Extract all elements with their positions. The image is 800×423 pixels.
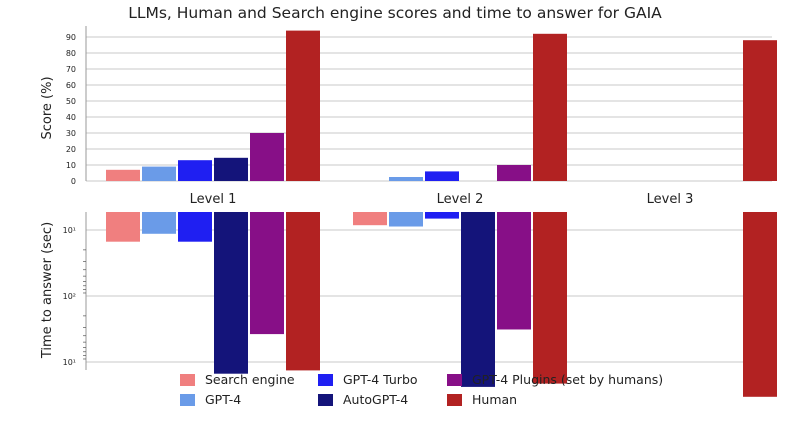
legend: Search engine GPT-4 GPT-4 Turbo AutoGPT-4 GP…	[180, 372, 663, 407]
top-y-tick-label: 50	[66, 97, 76, 106]
time-bar	[250, 212, 284, 335]
score-bar	[743, 40, 777, 182]
time-bar	[497, 212, 531, 330]
time-bars	[106, 212, 777, 397]
bottom-y-axis-label: Time to answer (sec)	[40, 222, 55, 359]
level-label: Level 1	[190, 192, 237, 207]
bottom-y-tick-label: 10²	[63, 292, 76, 301]
time-bar	[353, 212, 387, 226]
chart-title: LLMs, Human and Search engine scores and…	[128, 4, 662, 22]
time-bar	[533, 212, 567, 384]
top-y-tick-label: 70	[66, 65, 76, 74]
score-bar	[389, 177, 423, 181]
legend-swatch	[180, 374, 195, 386]
time-bar	[286, 212, 320, 371]
legend-label: Search engine	[205, 372, 295, 387]
score-bar	[497, 165, 531, 181]
time-bar	[178, 212, 212, 242]
score-bar	[250, 133, 284, 181]
legend-label: GPT-4 Turbo	[343, 372, 418, 387]
top-y-tick-label: 60	[66, 81, 76, 90]
time-bar	[214, 212, 248, 374]
legend-swatch	[447, 394, 462, 406]
legend-label: GPT-4	[205, 392, 241, 407]
legend-swatch	[318, 374, 333, 386]
score-bar	[142, 166, 176, 181]
score-bar	[178, 160, 212, 181]
legend-swatch	[318, 394, 333, 406]
time-bar	[142, 212, 176, 234]
top-y-axis-label: Score (%)	[40, 76, 55, 139]
bottom-y-tick-label: 10¹	[63, 358, 76, 367]
bottom-y-tick-label: 10¹	[63, 226, 76, 235]
legend-label: AutoGPT-4	[343, 392, 408, 407]
legend-label: Human	[472, 392, 517, 407]
level-label: Level 2	[437, 192, 484, 207]
top-y-tick-label: 30	[66, 129, 76, 138]
score-bar	[106, 169, 140, 181]
score-bars	[106, 30, 777, 182]
time-bar	[425, 212, 459, 219]
legend-swatch	[447, 374, 462, 386]
level-label: Level 3	[647, 192, 694, 207]
legend-swatch	[180, 394, 195, 406]
time-bar	[389, 212, 423, 227]
time-bar	[743, 212, 777, 397]
bottom-y-ticks: 10¹ 10² 10¹	[63, 226, 86, 367]
top-y-tick-label: 80	[66, 49, 76, 58]
score-bar	[533, 33, 567, 181]
top-y-tick-label: 90	[66, 33, 76, 42]
top-y-tick-label: 0	[71, 177, 76, 186]
top-y-tick-label: 40	[66, 113, 76, 122]
legend-label: GPT-4 Plugins (set by humans)	[472, 372, 663, 387]
score-bar	[286, 30, 320, 181]
level-labels: Level 1 Level 2 Level 3	[190, 192, 694, 207]
top-gridlines	[85, 26, 772, 182]
score-bar	[214, 157, 248, 181]
top-y-tick-label: 20	[66, 145, 76, 154]
top-y-tick-label: 10	[66, 161, 76, 170]
time-bar	[461, 212, 495, 387]
time-bar	[106, 212, 140, 242]
score-bar	[425, 171, 459, 181]
top-y-ticks: 0 10 20 30 40 50 60 70 80 90	[66, 33, 76, 186]
